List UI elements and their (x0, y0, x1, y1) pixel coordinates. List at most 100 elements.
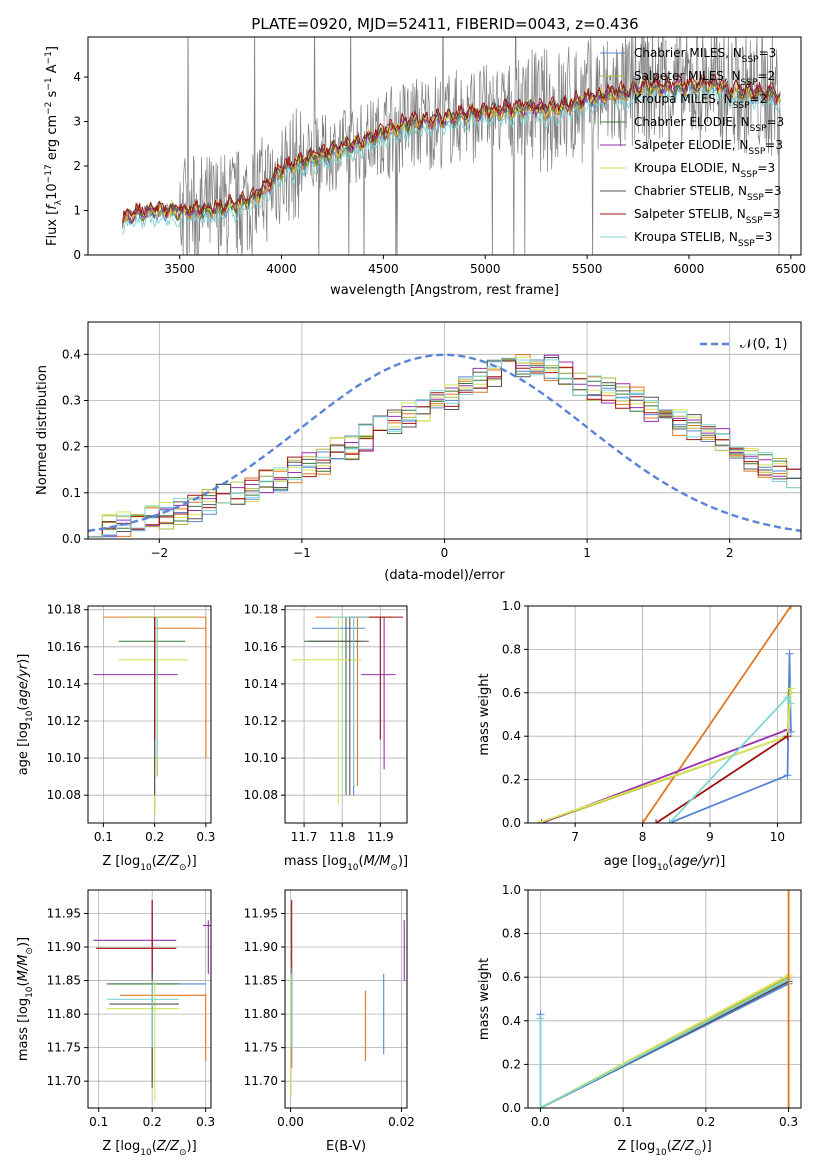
point-salpeter_elodie (202, 920, 211, 974)
weight-marker (536, 1014, 545, 1023)
point-kroupa_stelib (106, 980, 179, 1048)
legend-entry: Kroupa MILES, NSSP=2 (634, 92, 767, 111)
point-salpeter_elodie (361, 617, 396, 770)
label-part: ⊙ (179, 863, 187, 873)
y-tick-label: 0.4 (502, 729, 521, 743)
weight-line-kroupa_stelib (539, 978, 790, 1108)
x-tick-label: 0.02 (388, 1115, 415, 1129)
label-part: mass [log (16, 998, 31, 1061)
x-axis-label: Z [log10(Z/Z⊙)] (102, 854, 196, 873)
legend-entry: Kroupa ELODIE, NSSP=3 (634, 161, 775, 180)
x-tick-label: 2 (726, 546, 734, 560)
label-part: s (45, 90, 60, 101)
point-salpeter_elodie (93, 900, 177, 974)
weight-marker (652, 819, 661, 823)
label-part: Z/Z (156, 854, 180, 869)
label-part: Kroupa MILES, N (634, 92, 733, 106)
label-part: )] (702, 1139, 712, 1154)
weight-marker (786, 699, 795, 708)
y-tick-label: 11.75 (47, 1041, 81, 1055)
x-tick-label: 3500 (164, 262, 195, 276)
label-part: −1 (44, 77, 54, 90)
y-tick-label: 1.0 (502, 599, 521, 613)
y-tick-label: 10.12 (47, 714, 81, 728)
weight-marker (786, 684, 795, 693)
y-tick-label: 0.8 (502, 927, 521, 941)
y-tick-label: 11.85 (244, 974, 278, 988)
y-tick-label: 11.85 (47, 974, 81, 988)
label-part: =3 (759, 46, 777, 60)
weight-marker (786, 606, 795, 610)
label-part: Salpeter ELODIE, N (634, 138, 748, 152)
weight-line-kroupa_elodie (537, 688, 792, 823)
label-part: age/yr (673, 854, 716, 869)
y-tick-label: 11.80 (244, 1007, 278, 1021)
label-part: )] (187, 854, 197, 869)
weight-line-kroupa_stelib (668, 695, 792, 823)
x-tick-label: 11.9 (367, 830, 394, 844)
weight-marker (783, 732, 792, 741)
label-part: SSP (741, 78, 758, 88)
y-tick-label: 11.95 (244, 906, 278, 920)
hist-step-kroupa_stelib (88, 357, 801, 538)
y-tick-label: 10.10 (244, 751, 278, 765)
label-part: E(B-V) (326, 1139, 366, 1154)
y-tick-label: 0.8 (502, 642, 521, 656)
label-part: ⊙ (694, 1148, 702, 1158)
label-part: )] (715, 854, 725, 869)
label-part: M/M (364, 854, 391, 869)
label-part: =3 (764, 184, 782, 198)
label-part: ( (667, 1139, 672, 1154)
label-part: )] (187, 1139, 197, 1154)
weight-marker (784, 1104, 793, 1108)
label-part: 10 (655, 1148, 667, 1158)
model-line-salpeter_stelib (122, 73, 781, 223)
y-tick-label: 1.0 (502, 883, 521, 897)
label-part: ( (16, 981, 31, 986)
plot-area (292, 616, 404, 805)
x-tick-label: 0 (441, 546, 449, 560)
y-tick-label: 10.10 (47, 751, 81, 765)
plot-area (290, 900, 405, 1095)
plot-area (536, 890, 793, 1108)
plot-area (93, 616, 207, 814)
y-tick-label: 11.90 (47, 940, 81, 954)
y-tick-label: 2 (73, 159, 81, 173)
label-part: Z [log (617, 1139, 655, 1154)
label-part: Z [log (102, 854, 140, 869)
point-kroupa_stelib (330, 616, 369, 786)
point-kroupa_miles (120, 993, 207, 1062)
legend-entry: 𝒩(0, 1) (740, 337, 787, 352)
y-tick-label: 11.80 (47, 1007, 81, 1021)
y-axis-label: mass weight (477, 673, 492, 755)
x-tick-label: −2 (150, 546, 168, 560)
x-tick-label: 1 (583, 546, 591, 560)
label-part: Kroupa STELIB, N (634, 230, 738, 244)
weight-line-chabrier_miles (669, 653, 792, 823)
axes-mass-weight-vs-z: 0.0 0.1 0.2 0.3 0.0 0.2 0.4 0.6 0.8 1.0 Z [log10(Z… (477, 883, 802, 1158)
label-part: age [log (16, 722, 31, 775)
legend-entry: Kroupa STELIB, NSSP=3 (634, 230, 772, 249)
label-part: Salpeter MILES, N (634, 69, 741, 83)
axes-frame (87, 889, 212, 1109)
label-part: =3 (763, 207, 781, 221)
weight-marker (536, 1104, 545, 1108)
y-tick-label: 0.0 (62, 532, 81, 546)
label-part: ⊙ (179, 1148, 187, 1158)
y-tick-label: 0.6 (502, 970, 521, 984)
x-tick-label: 0.3 (779, 1115, 798, 1129)
y-tick-label: 11.90 (244, 940, 278, 954)
label-part: Kroupa ELODIE, N (634, 161, 741, 175)
x-axis-label: E(B-V) (326, 1139, 366, 1154)
label-part: Chabrier ELODIE, N (634, 115, 750, 129)
x-axis-label: Z [log10(Z/Z⊙)] (617, 1139, 711, 1158)
plot-area (534, 606, 795, 823)
label-part: )] (16, 937, 31, 947)
y-tick-label: 0.2 (502, 1057, 521, 1071)
legend-entry: Salpeter ELODIE, NSSP=3 (634, 138, 783, 157)
label-part: −2 (44, 102, 54, 115)
legend-entry: Salpeter STELIB, NSSP=3 (634, 207, 780, 226)
axes-frame (87, 605, 212, 824)
